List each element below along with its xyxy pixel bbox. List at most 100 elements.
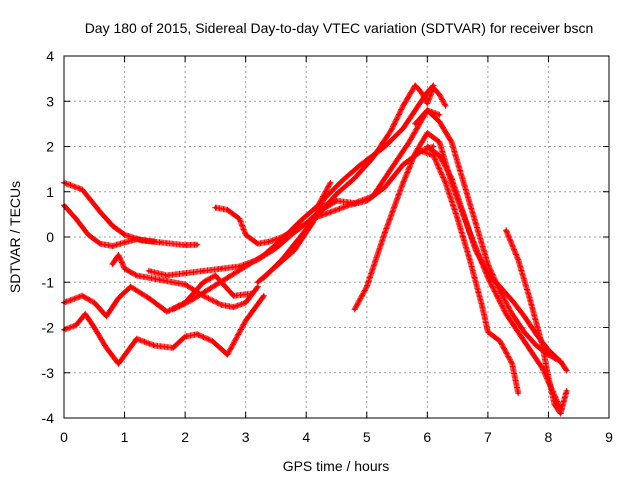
data-point (510, 362, 514, 366)
data-point (195, 332, 199, 336)
data-point (80, 187, 84, 191)
data-point (559, 359, 563, 363)
data-point (437, 92, 441, 96)
data-point (425, 145, 429, 148)
y-tick-label: 1 (46, 184, 54, 200)
x-tick-label: 6 (423, 429, 431, 445)
data-point (213, 206, 217, 210)
data-point (292, 249, 296, 253)
data-point (510, 312, 514, 316)
data-point (135, 237, 139, 241)
data-point (522, 330, 526, 334)
data-layer (61, 82, 570, 417)
data-point (474, 249, 478, 253)
data-point (201, 280, 205, 284)
series-track-a (61, 179, 201, 249)
data-point (534, 344, 538, 348)
data-point (540, 344, 544, 348)
series-markers (418, 148, 522, 397)
data-point (444, 181, 447, 185)
x-axis-label: GPS time / hours (283, 458, 390, 474)
data-point (431, 154, 435, 158)
data-point (183, 271, 187, 275)
data-point (274, 264, 278, 268)
data-point (365, 158, 369, 162)
x-tick-labels: 0 1 2 3 4 5 6 7 8 9 (60, 429, 613, 445)
data-point (256, 280, 260, 284)
data-point (262, 253, 266, 257)
data-point (147, 296, 151, 300)
data-point (565, 368, 569, 372)
data-point (419, 149, 423, 153)
data-point (540, 366, 544, 370)
x-tick-label: 4 (302, 429, 310, 445)
data-point (359, 163, 363, 167)
data-point (516, 391, 520, 395)
data-point (425, 131, 429, 135)
data-point (207, 287, 211, 291)
data-point (474, 221, 478, 225)
series-markers (412, 107, 564, 365)
data-point (437, 113, 441, 117)
data-point (110, 262, 114, 266)
data-point (195, 243, 199, 247)
data-point (486, 271, 490, 275)
data-point (401, 104, 405, 108)
data-point (165, 310, 169, 314)
data-point (98, 210, 102, 214)
data-point (516, 258, 520, 262)
series-track-o (503, 227, 570, 417)
data-point (183, 335, 187, 339)
y-tick-label: 4 (46, 48, 54, 64)
data-point (353, 176, 357, 180)
x-tick-label: 5 (363, 429, 371, 445)
data-point (123, 267, 127, 271)
data-point (117, 296, 120, 300)
y-tick-label: 0 (46, 229, 54, 245)
data-point (425, 108, 429, 112)
data-point (92, 301, 96, 305)
data-point (262, 294, 266, 298)
x-tick-label: 8 (545, 429, 553, 445)
data-point (437, 154, 441, 158)
data-point (226, 353, 229, 357)
data-point (117, 362, 120, 366)
data-point (413, 122, 417, 126)
data-point (280, 237, 284, 241)
data-point (486, 262, 490, 266)
data-point (335, 199, 338, 203)
series-track-l (412, 107, 564, 365)
data-point (413, 151, 417, 155)
data-point (462, 181, 466, 185)
plot-frame (63, 55, 610, 419)
grid (63, 55, 610, 419)
x-tick-label: 7 (484, 429, 492, 445)
chart-title: Day 180 of 2015, Sidereal Day-to-day VTE… (85, 20, 594, 36)
data-point (244, 233, 248, 237)
data-point (80, 294, 84, 298)
data-point (425, 90, 429, 94)
series-track-j (254, 82, 437, 286)
data-point (486, 330, 490, 334)
data-point (425, 102, 429, 106)
y-tick-labels: -4 -3 -2 -1 0 1 2 3 4 (42, 48, 55, 426)
data-point (450, 176, 454, 180)
x-tick-label: 2 (181, 429, 189, 445)
data-point (335, 192, 338, 196)
data-point (383, 145, 387, 148)
data-point (92, 326, 96, 329)
data-point (298, 219, 302, 223)
data-point (341, 178, 345, 182)
y-tick-label: 3 (46, 93, 54, 109)
data-point (201, 269, 205, 273)
data-point (104, 346, 108, 350)
data-point (504, 228, 508, 232)
data-point (401, 163, 405, 167)
data-point (183, 243, 187, 247)
data-point (171, 346, 175, 350)
data-point (226, 276, 229, 280)
data-point (117, 253, 120, 257)
data-point (498, 339, 502, 343)
data-point (153, 344, 157, 348)
